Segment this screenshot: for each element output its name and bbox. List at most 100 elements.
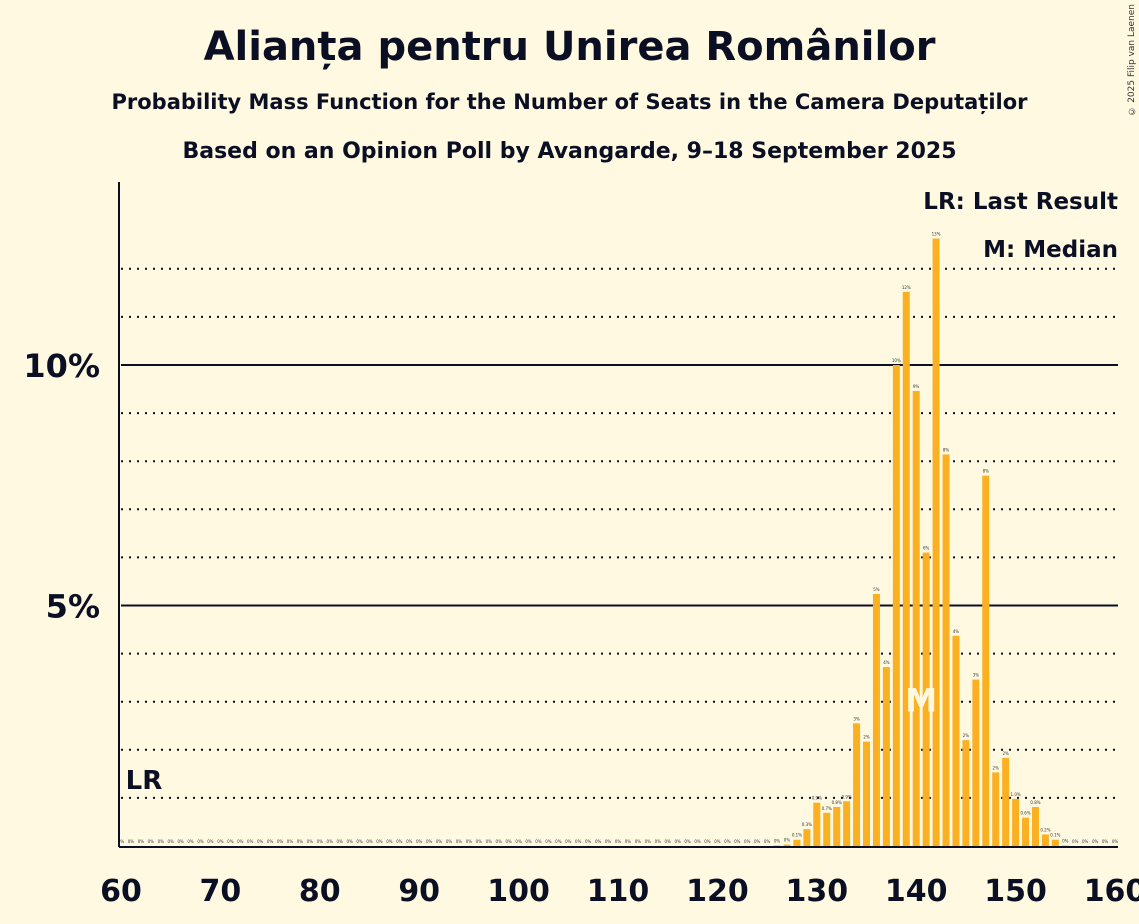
bar-label: 4%	[883, 660, 890, 665]
bar-label: 0%	[247, 839, 254, 844]
bar-label: 0%	[158, 839, 165, 844]
bar-label: 0%	[476, 839, 483, 844]
bar-label: 0%	[426, 839, 433, 844]
bar-label: 2%	[993, 765, 1000, 770]
bar-label: 0%	[436, 839, 443, 844]
bar-label: 0.9%	[812, 796, 822, 801]
bar-label: 0%	[754, 839, 761, 844]
bar	[853, 723, 861, 846]
bar-label: 0%	[545, 839, 552, 844]
x-tick-label: 100	[487, 874, 550, 909]
bar-label: 0%	[227, 839, 234, 844]
bar-label: 3%	[853, 716, 860, 721]
bar-label: 0%	[625, 839, 632, 844]
bar-label: 0%	[396, 839, 403, 844]
y-tick-label: 10%	[23, 347, 100, 385]
bar-label: 10%	[892, 358, 901, 363]
bar-label: 0%	[446, 839, 453, 844]
bar-label: 0%	[118, 839, 125, 844]
bar-label: 0%	[346, 839, 353, 844]
y-tick-label: 5%	[46, 588, 100, 626]
bar-label: 0%	[704, 839, 711, 844]
bar	[872, 593, 880, 846]
bar-label: 0%	[535, 839, 542, 844]
bar-label: 0%	[694, 839, 701, 844]
bar-label: 0%	[674, 839, 681, 844]
bar-label: 0.2%	[1040, 827, 1050, 832]
bar-label: 8%	[943, 447, 950, 452]
bar	[1022, 817, 1030, 846]
bar	[1002, 757, 1010, 846]
bar-label: 0%	[734, 839, 741, 844]
bar-label: 0%	[665, 839, 672, 844]
bar-label: 0%	[466, 839, 473, 844]
bar-label: 0%	[635, 839, 642, 844]
bar	[813, 802, 821, 846]
bar-label: 0%	[416, 839, 423, 844]
bar-label: 0%	[486, 839, 493, 844]
bar	[823, 812, 831, 846]
bar-label: 0.3%	[802, 822, 812, 827]
bar-label: 0%	[615, 839, 622, 844]
bar	[833, 807, 841, 846]
bar-label: 0%	[585, 839, 592, 844]
bar-label: 0%	[1092, 839, 1099, 844]
bar-label: 0.6%	[1020, 811, 1030, 816]
bar-label: 0%	[217, 839, 224, 844]
bar-label: 0%	[287, 839, 294, 844]
bar-label: 0%	[337, 839, 344, 844]
bar-label: 0%	[505, 839, 512, 844]
legend-last-result: LR: Last Result	[923, 189, 1118, 215]
bar-label: 0%	[1062, 839, 1069, 844]
x-tick-label: 90	[398, 874, 440, 909]
bar-label: 0%	[764, 839, 771, 844]
bar-label: 0%	[555, 839, 562, 844]
bar-label: 0%	[684, 839, 691, 844]
bar-label: 2%	[963, 733, 970, 738]
x-tick-label: 130	[785, 874, 848, 909]
bar-label: 0%	[237, 839, 244, 844]
bar-label: 0%	[386, 839, 393, 844]
bar	[863, 741, 870, 846]
x-tick-label: 70	[200, 874, 242, 909]
bar-label: 2%	[863, 735, 870, 740]
bar-label: 9%	[913, 384, 920, 389]
bar	[962, 740, 970, 846]
bar	[932, 238, 940, 846]
bar-label: 0%	[496, 839, 503, 844]
bar-label: 0%	[307, 839, 314, 844]
bar	[902, 291, 910, 846]
bar-label: 0%	[366, 839, 373, 844]
x-tick-label: 160	[1084, 874, 1139, 909]
bar	[1031, 807, 1039, 846]
bar-label: 0%	[1112, 839, 1119, 844]
bar-label: 0%	[605, 839, 612, 844]
x-tick-label: 110	[587, 874, 650, 909]
x-tick-label: 120	[686, 874, 749, 909]
bar-label: 0%	[595, 839, 602, 844]
bar-label: 0%	[774, 839, 781, 844]
bar-label: 0%	[456, 839, 463, 844]
bar-label: 0%	[128, 839, 135, 844]
bar-label: 0%	[1072, 839, 1079, 844]
bar-label: 0%	[187, 839, 194, 844]
bar-label: 0%	[177, 839, 184, 844]
bar	[1041, 834, 1049, 846]
bar-label: 0%	[744, 839, 751, 844]
last-result-marker: LR	[126, 766, 163, 796]
bar-label: 0%	[565, 839, 572, 844]
bar-label: 0%	[197, 839, 204, 844]
bar	[912, 390, 920, 846]
bar-label: 0%	[327, 839, 334, 844]
bar	[972, 679, 980, 846]
bar-label: 8%	[983, 469, 990, 474]
bar-label: 0%	[515, 839, 522, 844]
chart-subtitle-2: Based on an Opinion Poll by Avangarde, 9…	[182, 139, 957, 164]
bar	[922, 552, 930, 846]
bar	[892, 365, 900, 846]
bar-label: 0%	[1102, 839, 1109, 844]
bar-label: 0%	[297, 839, 304, 844]
bar	[982, 475, 990, 846]
bar-label: 0%	[138, 839, 145, 844]
